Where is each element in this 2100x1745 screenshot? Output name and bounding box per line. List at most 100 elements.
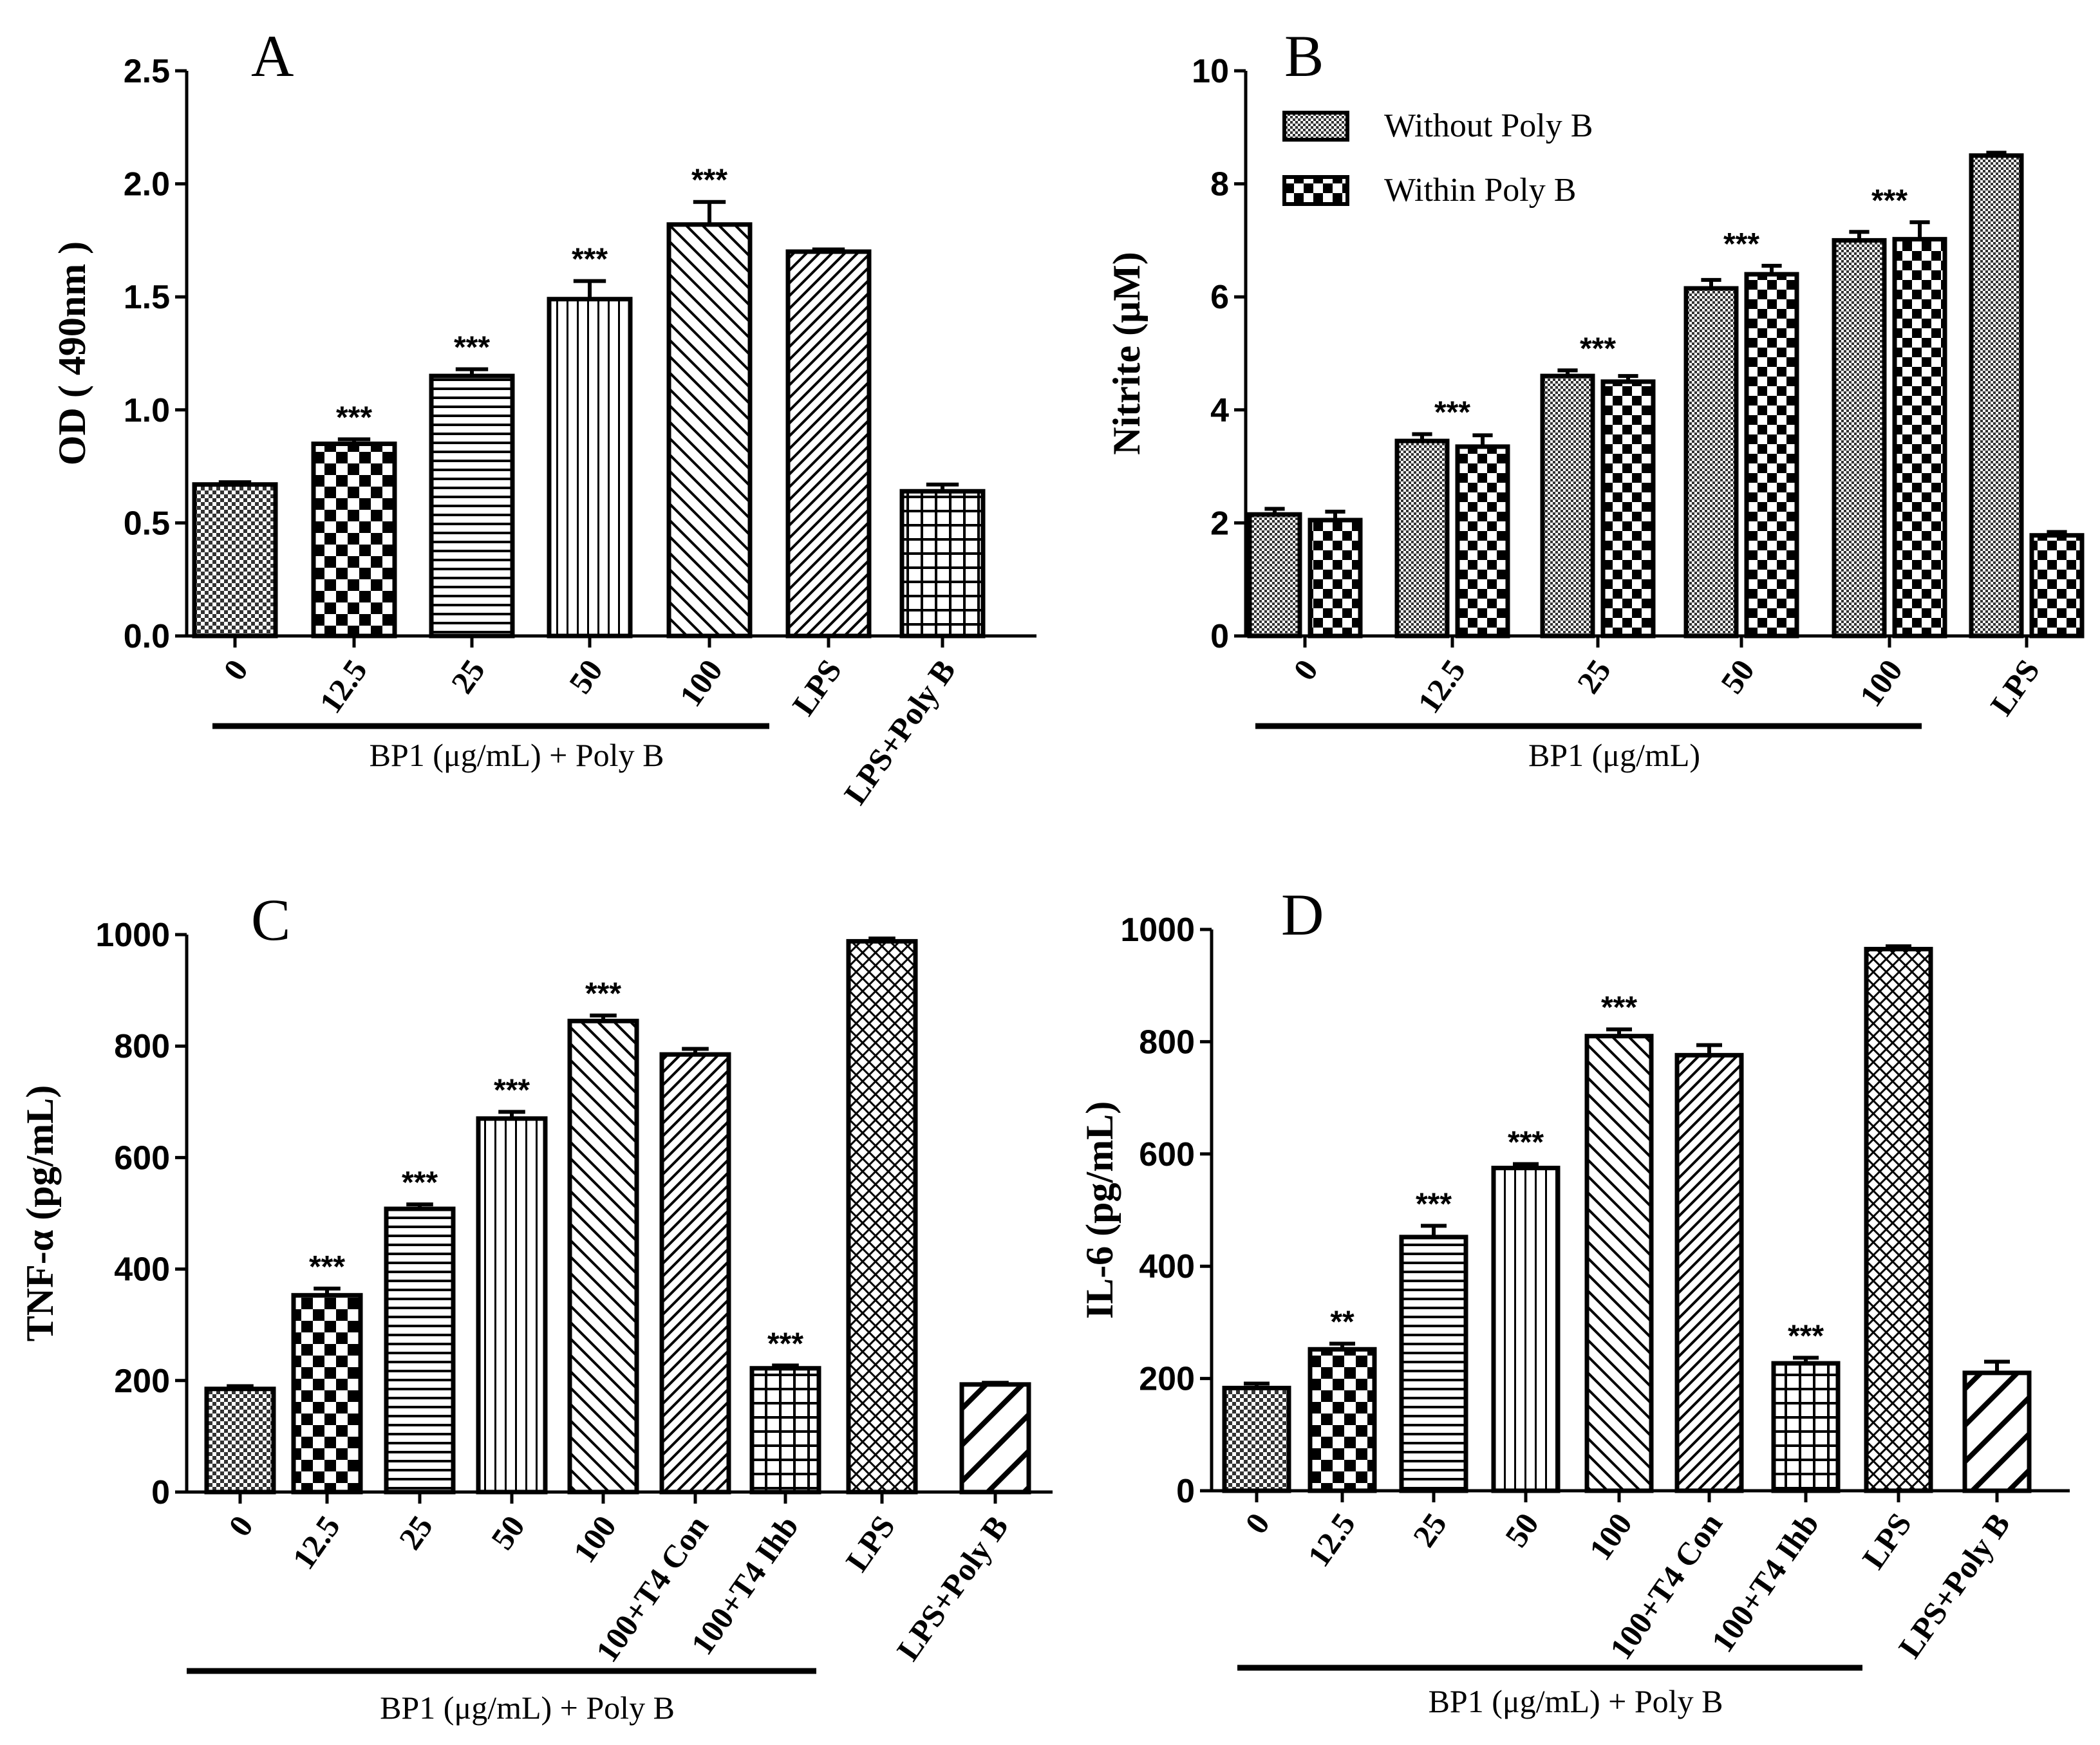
bar [429,373,515,639]
y-tick-label: 800 [1139,1023,1195,1061]
y-tick-label: 600 [1139,1136,1195,1173]
y-tick-label: 1000 [95,917,170,954]
bar [291,1292,363,1495]
panel-letter: B [1284,23,1324,89]
legend-swatch [1282,111,1349,142]
panel-B: 0 2 4 6 8 10 Nitrite (μM) B *** *** *** *** Without … [1105,23,2085,773]
y-axis-label: Nitrite (μM) [1105,252,1148,455]
x-tick-label: 100 [1582,1506,1639,1567]
y-tick-label: 1.0 [124,392,170,429]
panel-letter: D [1281,882,1324,947]
significance-mark: *** [402,1166,438,1200]
bar [1962,1370,2032,1493]
bar-without-poly-b [1832,238,1887,639]
significance-mark: *** [767,1327,803,1361]
significance-mark: *** [494,1073,530,1107]
bar [192,482,278,639]
bar [204,1386,276,1495]
y-tick-label: 200 [114,1363,170,1400]
bar-without-poly-b [1247,512,1302,639]
x-tick-label: 100 [672,653,729,713]
significance-mark: *** [1601,991,1637,1025]
x-tick-label: 12.5 [285,1509,347,1576]
y-tick-label: 2.0 [124,166,170,203]
legend-swatch [1282,175,1349,206]
x-tick-label: LPS [839,1509,902,1578]
x-tick-label: 0 [1286,653,1325,687]
x-tick-label: 50 [483,1509,532,1556]
bar-within-poly-b [1455,444,1510,639]
significance-mark: *** [572,243,608,277]
bar [1674,1052,1744,1493]
x-tick-label: LPS+Poly B [837,653,962,810]
y-tick-label: 0 [151,1474,170,1511]
bar [666,222,753,639]
significance-mark: *** [1416,1187,1452,1221]
x-tick-label: 12.5 [1411,653,1472,720]
y-tick-label: 6 [1210,279,1229,316]
bar-without-poly-b [1540,373,1595,639]
y-tick-label: 200 [1139,1361,1195,1398]
y-axis-label: IL-6 (pg/mL) [1078,1101,1121,1319]
x-tick-label: 50 [1713,653,1761,700]
bar [1308,1347,1377,1493]
legend-label: Within Poly B [1384,172,1576,209]
bar [476,1116,548,1495]
y-axis-label: OD ( 490nm ) [51,241,93,465]
significance-mark: ** [1330,1305,1355,1339]
y-tick-label: 800 [114,1028,170,1065]
y-tick-label: 400 [114,1251,170,1289]
y-tick-label: 0.0 [124,618,170,655]
bar [547,297,633,639]
x-tick-label: 25 [444,653,492,700]
y-tick-label: 1000 [1120,911,1195,949]
x-tick-label: 100 [566,1509,623,1569]
group-label: BP1 (μg/mL) [1528,737,1700,773]
x-tick-label: 100 [1852,653,1909,713]
x-tick-label: 12.5 [312,653,374,720]
bar [1222,1385,1291,1493]
bar [1491,1166,1561,1493]
bar [899,489,986,639]
bar-within-poly-b [2029,533,2085,639]
significance-mark: *** [454,331,490,365]
bar-within-poly-b [1892,237,1947,639]
y-tick-label: 400 [1139,1248,1195,1285]
bar-within-poly-b [1600,379,1656,639]
group-label: BP1 (μg/mL) + Poly B [1429,1683,1723,1719]
significance-mark: *** [1871,183,1908,218]
y-tick-label: 4 [1210,392,1229,429]
significance-mark: *** [1508,1125,1544,1159]
x-tick-label: 25 [391,1509,440,1556]
y-tick-label: 8 [1210,166,1229,203]
bar [567,1018,639,1495]
significance-mark: *** [1434,396,1470,430]
x-tick-label: 0 [1238,1506,1277,1540]
significance-mark: *** [309,1250,345,1284]
bar-without-poly-b [1683,286,1739,639]
y-tick-label: 1.5 [124,279,170,316]
y-tick-label: 0 [1176,1473,1195,1510]
bar [785,249,872,639]
y-tick-label: 2 [1210,505,1229,542]
x-tick-label: LPS [785,653,848,722]
bar [959,1382,1031,1495]
bar-without-poly-b [1394,438,1450,639]
y-tick-label: 2.5 [124,53,170,90]
bar [659,1052,731,1495]
bar [749,1366,821,1495]
x-tick-label: 0 [221,1509,260,1543]
bar [846,938,918,1495]
bar [311,441,397,639]
group-label: BP1 (μg/mL) + Poly B [380,1690,675,1726]
significance-mark: *** [1580,331,1616,366]
x-tick-label: LPS [1855,1506,1918,1575]
x-tick-label: 12.5 [1300,1506,1362,1573]
bar [1584,1034,1654,1493]
bar [1399,1235,1468,1493]
significance-mark: *** [1723,227,1759,261]
y-tick-label: 600 [114,1139,170,1177]
